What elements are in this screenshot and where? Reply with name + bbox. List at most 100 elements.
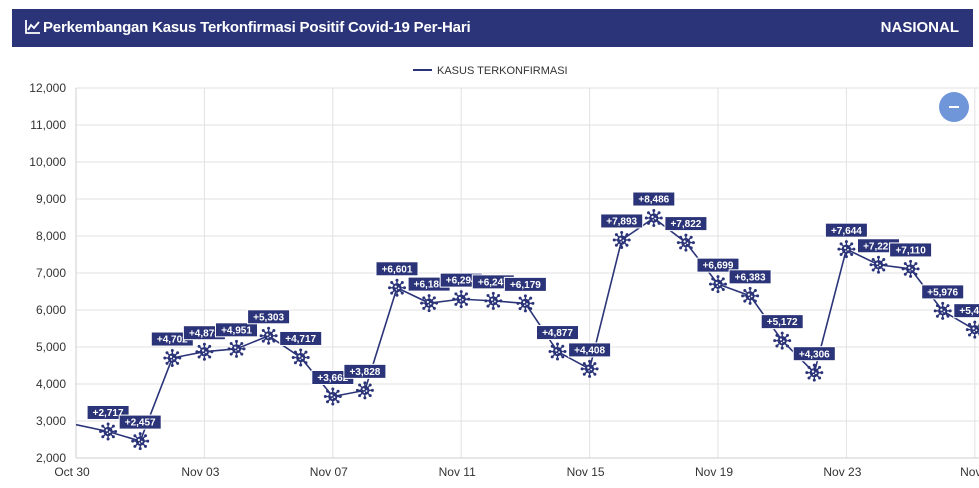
virus-body xyxy=(841,244,851,254)
virus-body xyxy=(456,294,466,304)
virus-icon xyxy=(291,348,310,367)
virus-body xyxy=(296,352,306,363)
virus-spike-tip xyxy=(146,439,150,443)
virus-spike-tip xyxy=(427,294,431,298)
virus-dot xyxy=(173,357,175,360)
virus-spike-tip xyxy=(170,364,174,368)
virus-spike-tip xyxy=(144,434,148,438)
virus-spike-tip xyxy=(882,268,886,272)
x-tick-label: Nov 15 xyxy=(567,465,605,479)
virus-spike-tip xyxy=(946,304,950,308)
data-label-text: +4,702 xyxy=(157,335,188,346)
virus-spike-tip xyxy=(644,216,648,220)
data-label: +7,644 xyxy=(824,222,868,238)
virus-icon xyxy=(163,349,182,368)
data-label-box xyxy=(86,404,130,420)
data-label: +7,223 xyxy=(857,238,900,254)
virus-spike-tip xyxy=(756,294,760,298)
virus-body xyxy=(392,283,402,293)
virus-spike-tip xyxy=(197,355,201,359)
data-label-box xyxy=(343,363,387,379)
virus-spike-tip xyxy=(299,348,303,352)
virus-dot xyxy=(652,219,654,221)
data-label-text: +3,828 xyxy=(349,367,380,378)
virus-spike-tip xyxy=(133,444,137,448)
virus-icon xyxy=(548,342,567,361)
virus-spike-tip xyxy=(837,247,841,251)
virus-icon xyxy=(420,294,439,313)
virus-spike-tip xyxy=(497,294,501,298)
virus-dot xyxy=(494,300,496,303)
virus-spike-tip xyxy=(548,350,552,354)
virus-icon xyxy=(484,291,503,310)
virus-spike-tip xyxy=(229,342,233,346)
data-label-box xyxy=(921,284,965,300)
virus-spike-tip xyxy=(235,339,238,343)
virus-spike-tip xyxy=(652,209,656,213)
virus-spike-tip xyxy=(935,304,939,308)
virus-dot xyxy=(458,296,461,300)
virus-spike-tip xyxy=(518,307,522,311)
virus-spike-tip xyxy=(916,267,920,271)
data-label-box xyxy=(696,257,740,273)
virus-spike-tip xyxy=(363,381,367,385)
virus-icon xyxy=(131,432,150,451)
virus-spike-tip xyxy=(395,293,399,297)
virus-spike-tip xyxy=(593,372,597,376)
data-label-text: +6,247 xyxy=(478,277,509,288)
data-label-text: +5,976 xyxy=(927,287,958,298)
data-label-box xyxy=(536,325,579,341)
virus-dot xyxy=(943,310,946,313)
virus-icon xyxy=(227,339,246,358)
virus-spike-tip xyxy=(518,296,522,300)
virus-spike-tip xyxy=(550,344,554,348)
virus-body xyxy=(681,237,691,248)
virus-spike-tip xyxy=(780,331,784,335)
virus-body xyxy=(873,260,884,270)
data-label: +6,179 xyxy=(503,276,547,292)
virus-spike-tip xyxy=(775,344,779,348)
virus-dot xyxy=(879,264,881,267)
virus-spike-tip xyxy=(871,257,875,261)
virus-spike-tip xyxy=(240,352,244,356)
data-label-box xyxy=(118,414,162,430)
virus-spike-tip xyxy=(652,224,656,228)
virus-spike-tip xyxy=(454,302,458,306)
virus-spike-tip xyxy=(420,301,424,305)
virus-spike-tip xyxy=(427,309,431,313)
virus-spike-tip xyxy=(556,342,559,346)
virus-dot xyxy=(587,366,590,369)
virus-spike-tip xyxy=(614,233,618,237)
virus-icon xyxy=(709,275,727,294)
virus-dot xyxy=(747,293,750,296)
y-tick-label: 12,000 xyxy=(29,81,66,95)
data-label-text: +4,951 xyxy=(221,325,252,336)
virus-dot xyxy=(266,333,269,336)
virus-spike-tip xyxy=(659,216,663,220)
virus-dot xyxy=(588,370,590,372)
data-label-text: +6,601 xyxy=(382,264,413,275)
data-label: +7,893 xyxy=(600,213,644,229)
virus-spike-tip xyxy=(820,371,824,375)
virus-spike-tip xyxy=(871,268,875,272)
virus-spike-tip xyxy=(202,342,206,346)
virus-icon xyxy=(933,301,952,320)
virus-spike-tip xyxy=(844,255,848,259)
y-tick-label: 2,000 xyxy=(36,451,66,465)
virus-spike-tip xyxy=(741,294,745,298)
virus-dot xyxy=(362,388,365,391)
virus-dot xyxy=(716,285,719,287)
virus-dot xyxy=(555,349,558,352)
virus-dot xyxy=(686,242,689,245)
virus-body xyxy=(167,353,177,363)
virus-body xyxy=(135,436,145,446)
virus-spike-tip xyxy=(304,350,308,354)
virus-spike-tip xyxy=(689,246,693,250)
virus-dot xyxy=(622,239,625,242)
zoom-out-button[interactable] xyxy=(939,92,969,122)
virus-spike-tip xyxy=(625,243,629,247)
virus-dot xyxy=(651,215,654,218)
virus-spike-tip xyxy=(711,277,715,281)
virus-spike-tip xyxy=(625,233,629,237)
virus-spike-tip xyxy=(531,301,535,305)
